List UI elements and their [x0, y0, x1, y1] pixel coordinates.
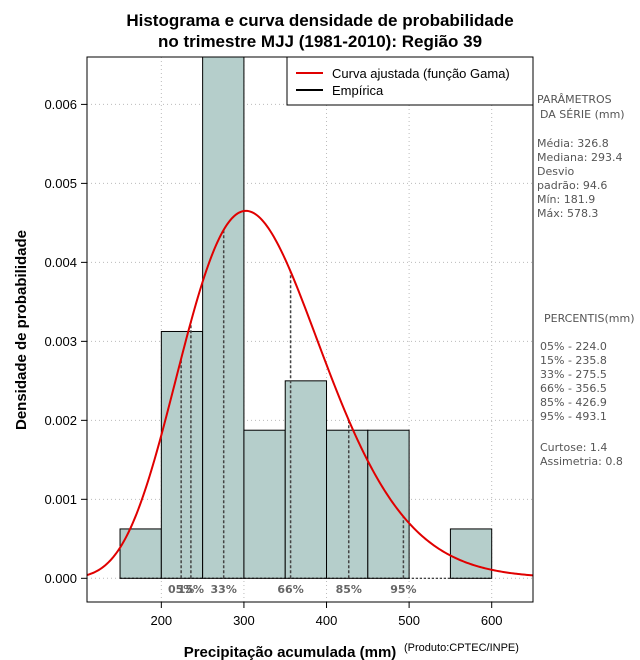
percentile-line-33: 33% - 275.5 [540, 368, 607, 381]
x-tick-label-3: 500 [398, 613, 420, 628]
y-tick-label-0: 0.000 [44, 571, 77, 586]
stats-std: padrão: 94.6 [537, 179, 607, 192]
percentile-label-3: 66% [277, 583, 303, 596]
x-tick-label-4: 600 [481, 613, 503, 628]
stats-mean: Média: 326.8 [537, 137, 609, 150]
percentile-label-5: 95% [390, 583, 416, 596]
legend-label-empirical: Empírica [332, 83, 384, 98]
y-axis-label: Densidade de probabilidade [13, 230, 30, 430]
x-tick-label-0: 200 [150, 613, 172, 628]
stats-title-1: PARÂMETROS [537, 93, 612, 106]
x-ticks: 200 300 400 500 600 [150, 602, 503, 628]
y-tick-label-2: 0.002 [44, 413, 77, 428]
kurtosis-text: Curtose: 1.4 [540, 441, 607, 454]
histogram-bar-7 [449, 528, 493, 579]
x-axis-label: Precipitação acumulada (mm) [184, 644, 397, 660]
percentile-line-95: 95% - 493.1 [540, 410, 607, 423]
gamma-curve-layer [86, 209, 534, 577]
legend-label-curve: Curva ajustada (função Gama) [332, 66, 510, 81]
stats-panel: PARÂMETROS DA SÉRIE (mm) Média: 326.8 Me… [537, 93, 625, 220]
skewness-text: Assimetria: 0.8 [540, 455, 623, 468]
legend-box [286, 56, 534, 106]
legend: Curva ajustada (função Gama) Empírica [286, 56, 534, 106]
y-ticks: 0.000 0.001 0.002 0.003 0.004 0.005 0.006 [44, 97, 87, 586]
percentile-label-2: 33% [211, 583, 237, 596]
y-tick-label-5: 0.005 [44, 176, 77, 191]
y-tick-label-6: 0.006 [44, 97, 77, 112]
percentile-label-0: 05% [168, 583, 194, 596]
percentile-labels: 05%15% 33% 66% 85% 95% [168, 583, 417, 596]
title-line-1: Histograma e curva densidade de probabil… [126, 11, 513, 30]
percentiles-title: PERCENTIS(mm) [544, 312, 635, 325]
percentile-line-05: 05% - 224.0 [540, 340, 607, 353]
histogram-bar-1 [160, 330, 204, 579]
percentile-lines [180, 229, 405, 579]
stats-title-2: DA SÉRIE (mm) [540, 108, 625, 121]
y-tick-label-1: 0.001 [44, 492, 77, 507]
histogram-bar-5 [326, 429, 369, 579]
x-tick-label-1: 300 [233, 613, 255, 628]
histogram-bar-6 [367, 429, 410, 579]
stats-min: Mín: 181.9 [537, 193, 595, 206]
stats-max: Máx: 578.3 [537, 207, 598, 220]
credit-text: (Produto:CPTEC/INPE) [404, 642, 519, 654]
x-tick-label-2: 400 [316, 613, 338, 628]
percentile-line-15: 15% - 235.8 [540, 354, 607, 367]
histogram-bar-4 [284, 380, 328, 579]
y-tick-label-3: 0.003 [44, 334, 77, 349]
percentile-label-1: 15% [178, 583, 204, 596]
percentile-label-4: 85% [336, 583, 362, 596]
percentile-line-85: 85% - 426.9 [540, 396, 607, 409]
stats-desvio: Desvio [537, 165, 575, 178]
percentiles-panel: PERCENTIS(mm) 05% - 224.0 15% - 235.8 33… [540, 312, 635, 468]
bars [119, 56, 493, 579]
gamma-curve [86, 209, 534, 577]
title-line-2: no trimestre MJJ (1981-2010): Região 39 [158, 32, 482, 51]
y-tick-label-4: 0.004 [44, 255, 77, 270]
percentile-line-66: 66% - 356.5 [540, 382, 607, 395]
histogram-bar-3 [243, 429, 286, 579]
stats-median: Mediana: 293.4 [537, 151, 622, 164]
